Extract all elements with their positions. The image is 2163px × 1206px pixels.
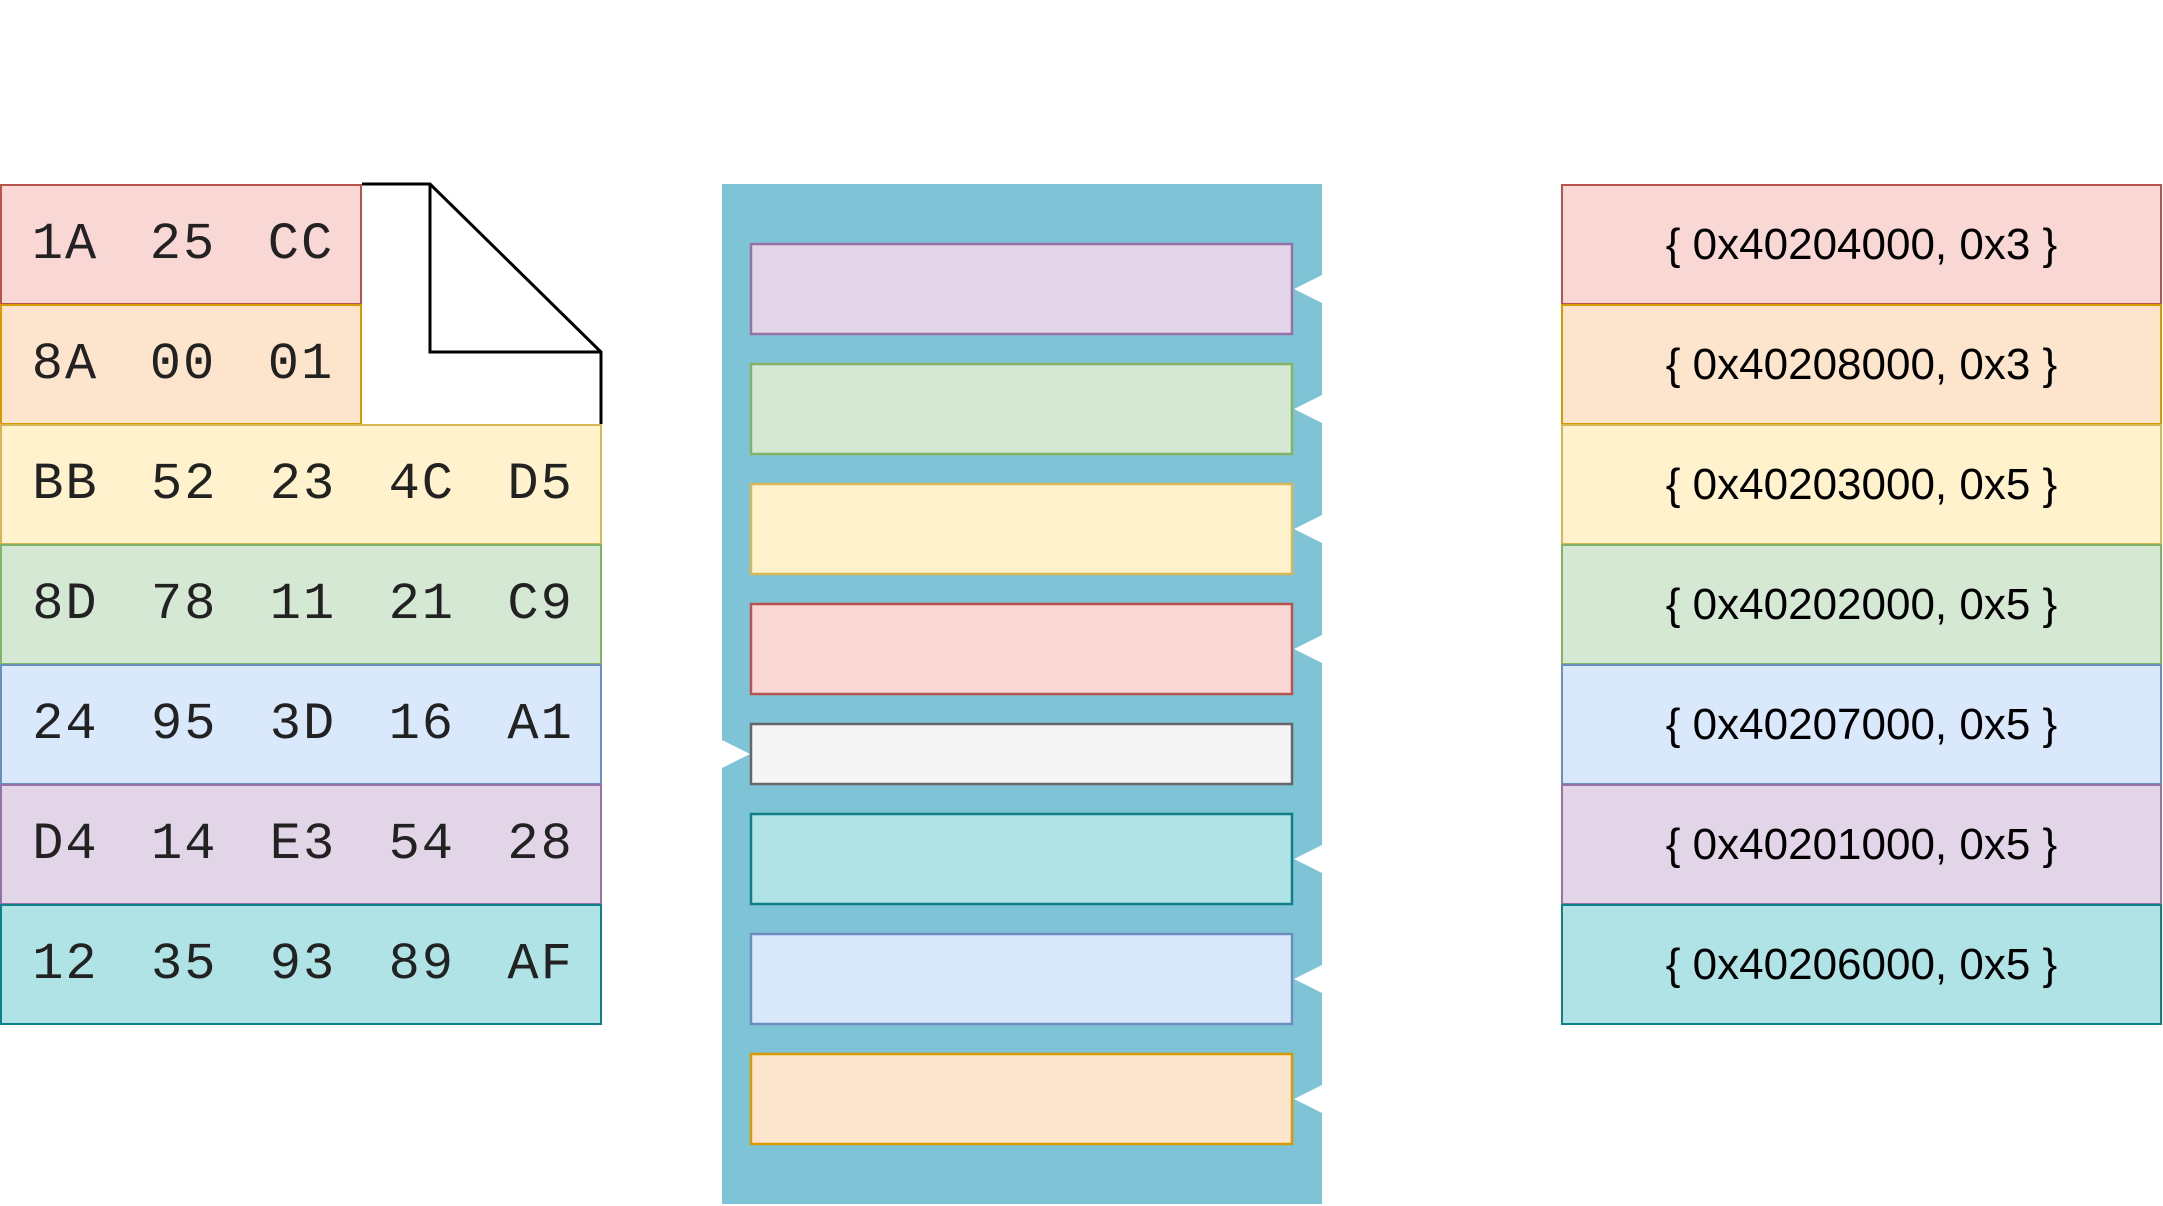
byte-value: AF bbox=[507, 935, 574, 994]
page-table-entry: { 0x40203000, 0x5 } bbox=[1561, 424, 2162, 545]
byte-value: 25 bbox=[149, 215, 217, 274]
page-table-entry: { 0x40207000, 0x5 } bbox=[1561, 664, 2162, 785]
byte-value: 54 bbox=[388, 815, 455, 874]
byte-value: 00 bbox=[149, 335, 217, 394]
file-row: 8D 78 11 21 C9 bbox=[0, 544, 602, 665]
byte-value: 21 bbox=[388, 575, 455, 634]
page-table-entry: { 0x40208000, 0x3 } bbox=[1561, 304, 2162, 425]
byte-value: 3D bbox=[269, 695, 337, 754]
file-row: 1A 25 CC bbox=[0, 184, 362, 305]
byte-value: 4C bbox=[388, 455, 455, 514]
byte-value: 24 bbox=[32, 695, 99, 754]
byte-value: 11 bbox=[269, 575, 337, 634]
byte-value: CC bbox=[267, 215, 335, 274]
document-fold-icon bbox=[362, 182, 603, 424]
page-table-entry: { 0x40206000, 0x5 } bbox=[1561, 904, 2162, 1025]
byte-value: 1A bbox=[31, 215, 99, 274]
byte-value: D4 bbox=[32, 815, 99, 874]
file-row: 24 95 3D 16 A1 bbox=[0, 664, 602, 785]
byte-value: 89 bbox=[388, 935, 455, 994]
memory-slot bbox=[749, 812, 1294, 906]
byte-value: 01 bbox=[267, 335, 335, 394]
byte-value: 12 bbox=[32, 935, 99, 994]
byte-value: 95 bbox=[150, 695, 218, 754]
byte-value: 93 bbox=[269, 935, 337, 994]
byte-value: 35 bbox=[150, 935, 218, 994]
memory-slot bbox=[749, 482, 1294, 576]
byte-value: E3 bbox=[269, 815, 337, 874]
memory-slot bbox=[749, 722, 1294, 786]
file-row: 12 35 93 89 AF bbox=[0, 904, 602, 1025]
byte-value: C9 bbox=[507, 575, 574, 634]
byte-value: D5 bbox=[507, 455, 574, 514]
byte-value: 14 bbox=[150, 815, 218, 874]
memory-slot bbox=[749, 362, 1294, 456]
file-row: 8A 00 01 bbox=[0, 304, 362, 425]
document-page-corner-icon bbox=[362, 184, 601, 424]
byte-value: 23 bbox=[269, 455, 337, 514]
memory-slot bbox=[749, 602, 1294, 696]
memory-slot bbox=[749, 932, 1294, 1026]
byte-value: A1 bbox=[507, 695, 574, 754]
memory-cabinet bbox=[722, 184, 1322, 1204]
page-table-entry: { 0x40202000, 0x5 } bbox=[1561, 544, 2162, 665]
byte-value: 8A bbox=[31, 335, 99, 394]
byte-value: 28 bbox=[507, 815, 574, 874]
byte-value: 16 bbox=[388, 695, 455, 754]
byte-value: BB bbox=[32, 455, 99, 514]
memory-slot bbox=[749, 1052, 1294, 1146]
file-row: D4 14 E3 54 28 bbox=[0, 784, 602, 905]
memory-slot bbox=[749, 242, 1294, 336]
byte-value: 8D bbox=[32, 575, 99, 634]
file-row: BB 52 23 4C D5 bbox=[0, 424, 602, 545]
page-table-entry: { 0x40204000, 0x3 } bbox=[1561, 184, 2162, 305]
page-table-entry: { 0x40201000, 0x5 } bbox=[1561, 784, 2162, 905]
byte-value: 52 bbox=[150, 455, 218, 514]
byte-value: 78 bbox=[150, 575, 218, 634]
